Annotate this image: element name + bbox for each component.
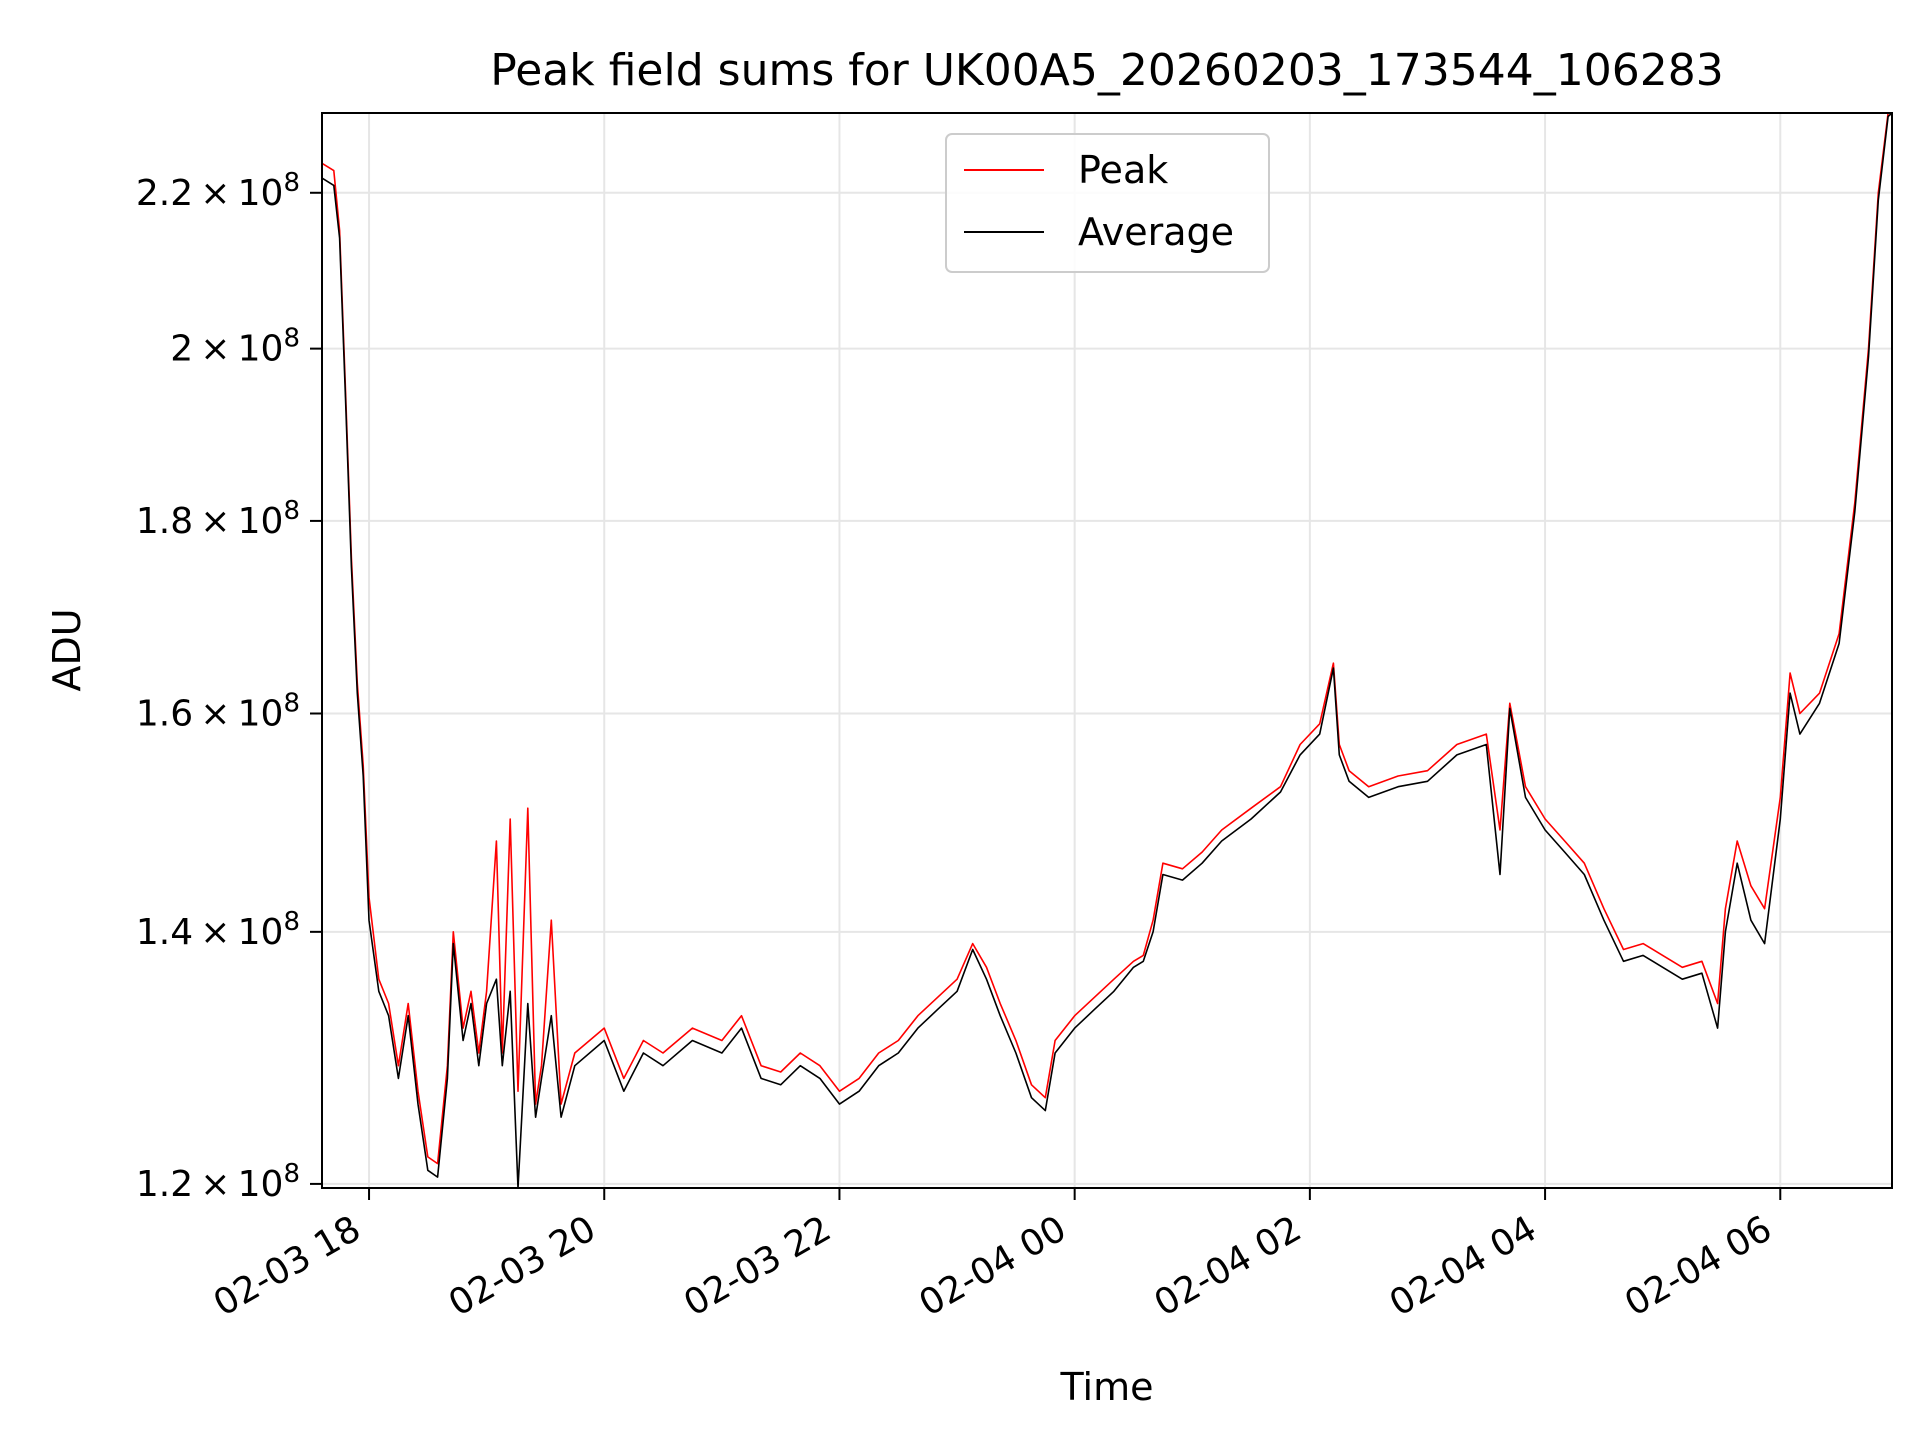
series-line-average	[322, 113, 1892, 1188]
y-tick-label: 1.8 × 108	[136, 496, 300, 542]
legend: Peak Average	[945, 133, 1270, 273]
legend-label-average: Average	[1078, 210, 1234, 254]
y-axis: 1.2 × 108 1.4 × 108 1.6 × 108 1.8 × 108 2 × …	[136, 168, 322, 1205]
y-tick-label: 1.4 × 108	[136, 907, 300, 953]
y-axis-label: ADU	[45, 608, 89, 691]
series-layer	[322, 113, 1892, 1188]
legend-box	[945, 133, 1270, 273]
y-tick-label: 2.2 × 108	[136, 168, 300, 214]
y-tick-label: 2 × 108	[170, 324, 300, 370]
y-tick-label: 1.6 × 108	[136, 689, 300, 735]
grid	[322, 113, 1892, 1188]
plot-frame	[321, 112, 1893, 1189]
y-tick-label: 1.2 × 108	[136, 1159, 300, 1205]
legend-label-peak: Peak	[1078, 148, 1168, 192]
series-line-peak	[322, 113, 1892, 1165]
x-axis-label: Time	[1060, 1365, 1154, 1409]
chart-title: Peak field sums for UK00A5_20260203_1735…	[490, 45, 1723, 96]
